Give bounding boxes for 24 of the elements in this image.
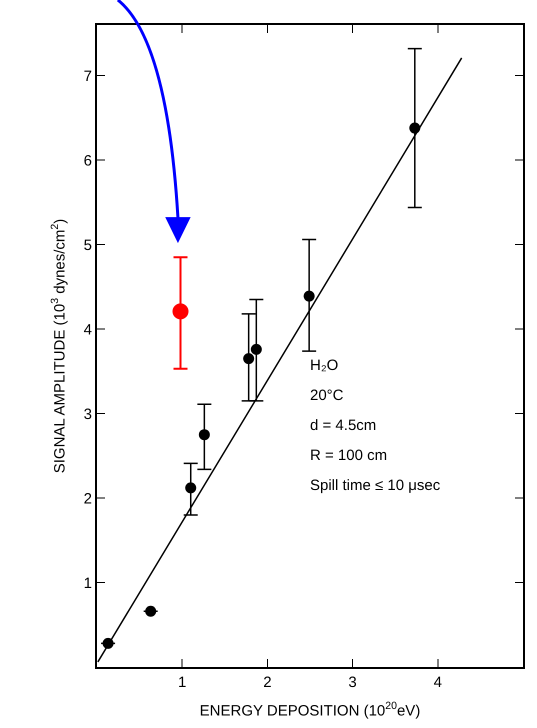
y-tick-label: 7 [84,68,92,85]
point [304,290,315,302]
x-tick-label: 1 [178,674,186,691]
annotation: R = 100 cm [310,447,388,464]
y-tick-label: 1 [84,574,92,592]
y-tick-label: 3 [84,406,92,423]
x-tick-label: 4 [434,674,442,691]
y-tick-label: 5 [84,236,92,254]
point [198,429,210,440]
y-tick-label: 6 [84,152,92,170]
point [145,606,156,617]
annotation: Spill time ≤ 10 μsec [310,477,441,494]
annotation: H₂O [310,357,338,374]
x-tick-label: 3 [348,674,357,691]
point [250,344,262,355]
annotation: d = 4.5cm [310,417,376,434]
annotation: 20°C [310,387,344,404]
point [172,303,188,320]
point [185,482,196,494]
y-tick-label: 2 [84,490,92,508]
x-axis-title: ENERGY DEPOSITION (10$^{20}$eV) [200,700,420,720]
y-tick-label: 4 [84,321,92,338]
point [243,353,254,364]
x-tick-label: 2 [263,674,272,691]
